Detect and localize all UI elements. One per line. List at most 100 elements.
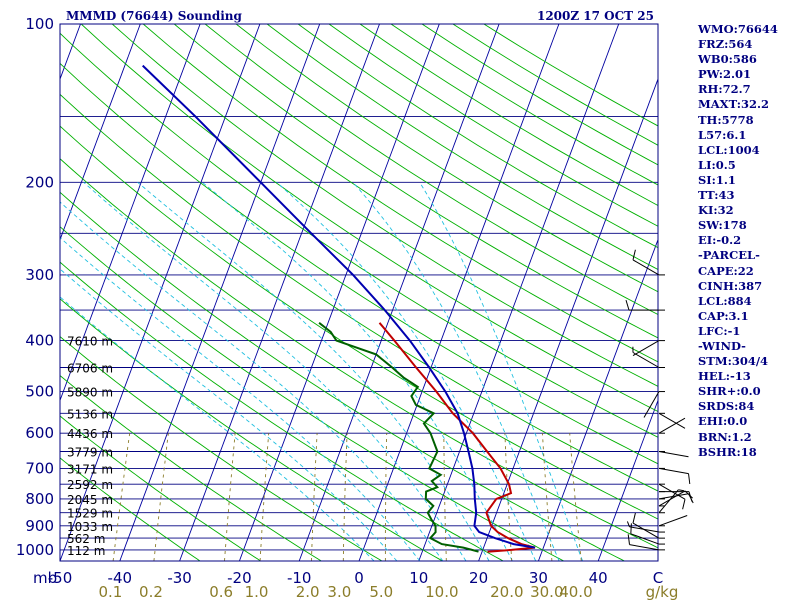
temperature-tick-label: 40 — [589, 569, 608, 587]
temperature-tick-label: 20 — [469, 569, 488, 587]
wind-barb — [626, 521, 665, 533]
mixing-ratio-tick-label: 5.0 — [369, 583, 393, 600]
mixing-ratio-unit-label: g/kg — [646, 583, 679, 600]
moist-adiabat — [276, 181, 537, 561]
wind-barb — [658, 483, 686, 510]
mixing-ratio-tick-label: 2.0 — [296, 583, 320, 600]
temperature-trace — [378, 322, 536, 553]
dry-adiabat — [297, 24, 658, 249]
temperature-tick-label: 0 — [354, 569, 364, 587]
wind-barb — [627, 534, 665, 551]
temperature-tick-label: -40 — [108, 569, 133, 587]
index-entry: -WIND- — [698, 338, 746, 353]
wind-barbs — [625, 249, 694, 551]
isotherm-line — [537, 238, 658, 561]
mixing-ratio-line — [569, 433, 582, 561]
height-label: 6706 m — [67, 361, 113, 375]
isotherm-line — [60, 24, 141, 242]
index-entry: MAXT:32.2 — [698, 97, 769, 112]
pressure-tick-label: 300 — [25, 266, 54, 284]
index-entry: -PARCEL- — [698, 248, 760, 263]
height-label: 562 m — [67, 532, 105, 546]
dewpoint-trace — [318, 322, 479, 553]
temperature-tick-label: 10 — [409, 569, 428, 587]
moist-adiabat — [60, 237, 421, 561]
dry-adiabat — [111, 24, 658, 387]
pressure-tick-label: 800 — [25, 490, 54, 508]
sounding-traces — [142, 64, 536, 553]
moist-adiabat — [60, 296, 375, 561]
index-entry: LCL:884 — [698, 293, 752, 308]
index-entry: WB0:586 — [698, 52, 757, 67]
dry-adiabat — [204, 24, 658, 316]
wind-barb — [632, 512, 665, 539]
temperature-tick-label: -50 — [48, 569, 73, 587]
index-entry: EHI:0.0 — [698, 414, 748, 429]
wind-barb — [632, 340, 665, 357]
plot-frame — [59, 23, 659, 562]
mixing-ratio-line — [259, 433, 270, 561]
isotherm-line — [238, 24, 440, 561]
index-entry: CAP:3.1 — [698, 308, 749, 323]
dry-adiabat — [60, 191, 625, 561]
wind-barb — [658, 450, 689, 458]
moist-adiabat — [202, 181, 513, 561]
mixing-ratio-tick-label: 20.0 — [490, 583, 523, 600]
index-entry: LI:0.5 — [698, 157, 736, 172]
dry-adiabat — [60, 226, 565, 561]
dry-adiabat — [60, 298, 443, 561]
moist-adiabat — [83, 181, 467, 561]
index-entry: RH:72.7 — [698, 82, 751, 97]
temperature-unit-label: C — [653, 569, 663, 587]
isotherm-line — [60, 24, 201, 402]
valid-time: 1200Z 17 OCT 25 — [537, 9, 654, 23]
pressure-tick-label: 200 — [25, 173, 54, 191]
pressure-tick-label: 900 — [25, 517, 54, 535]
mixing-ratio-tick-label: 1.0 — [245, 583, 269, 600]
height-label: 2045 m — [67, 493, 113, 507]
mixing-ratio-tick-label: 30.0 — [530, 583, 563, 600]
pressure-tick-label: 400 — [25, 332, 54, 350]
height-label: 7610 m — [67, 335, 113, 349]
index-entry: LCL:1004 — [698, 142, 760, 157]
wind-barb — [632, 346, 665, 368]
mixing-ratio-tick-label: 0.1 — [98, 583, 122, 600]
index-entry: CINH:387 — [698, 278, 763, 293]
mixing-ratio-tick-label: 10.0 — [425, 583, 458, 600]
pressure-tick-label: 1000 — [16, 541, 54, 559]
pressure-tick-label: 700 — [25, 459, 54, 477]
index-entry: BRN:1.2 — [698, 429, 752, 444]
dry-adiabat — [60, 415, 261, 561]
height-label: 5136 m — [67, 407, 113, 421]
dry-adiabat — [60, 457, 201, 561]
isotherm-line — [60, 24, 261, 561]
index-entry: BSHR:18 — [698, 444, 757, 459]
isotherm-line — [0, 24, 21, 561]
pressure-unit-label: mb — [33, 569, 57, 587]
isotherm-line — [179, 24, 380, 561]
moist-adiabat — [419, 182, 584, 561]
index-entry: HEL:-13 — [698, 369, 751, 384]
index-entry: PW:2.01 — [698, 67, 752, 82]
index-entry: L57:6.1 — [698, 127, 747, 142]
height-label: 5890 m — [67, 386, 113, 400]
mixing-ratio-tick-label: 0.6 — [209, 583, 233, 600]
index-entry: WMO:76644 — [698, 22, 778, 36]
height-label: 112 m — [67, 544, 105, 558]
wind-barb — [658, 467, 691, 485]
dry-adiabat — [60, 261, 504, 561]
isotherm-line — [478, 77, 658, 561]
height-label: 1033 m — [67, 520, 113, 534]
index-entry: KI:32 — [698, 203, 734, 218]
mixing-ratio-tick-label: 3.0 — [327, 583, 351, 600]
moist-adiabat — [60, 268, 398, 561]
isotherm-line — [597, 399, 658, 561]
wind-barb — [632, 249, 665, 276]
dry-adiabat — [80, 24, 658, 412]
dry-adiabat — [60, 93, 658, 492]
wind-barb — [658, 491, 693, 502]
mixing-ratio-line — [342, 433, 348, 561]
wind-barb — [658, 417, 686, 434]
temperature-tick-label: 30 — [529, 569, 548, 587]
